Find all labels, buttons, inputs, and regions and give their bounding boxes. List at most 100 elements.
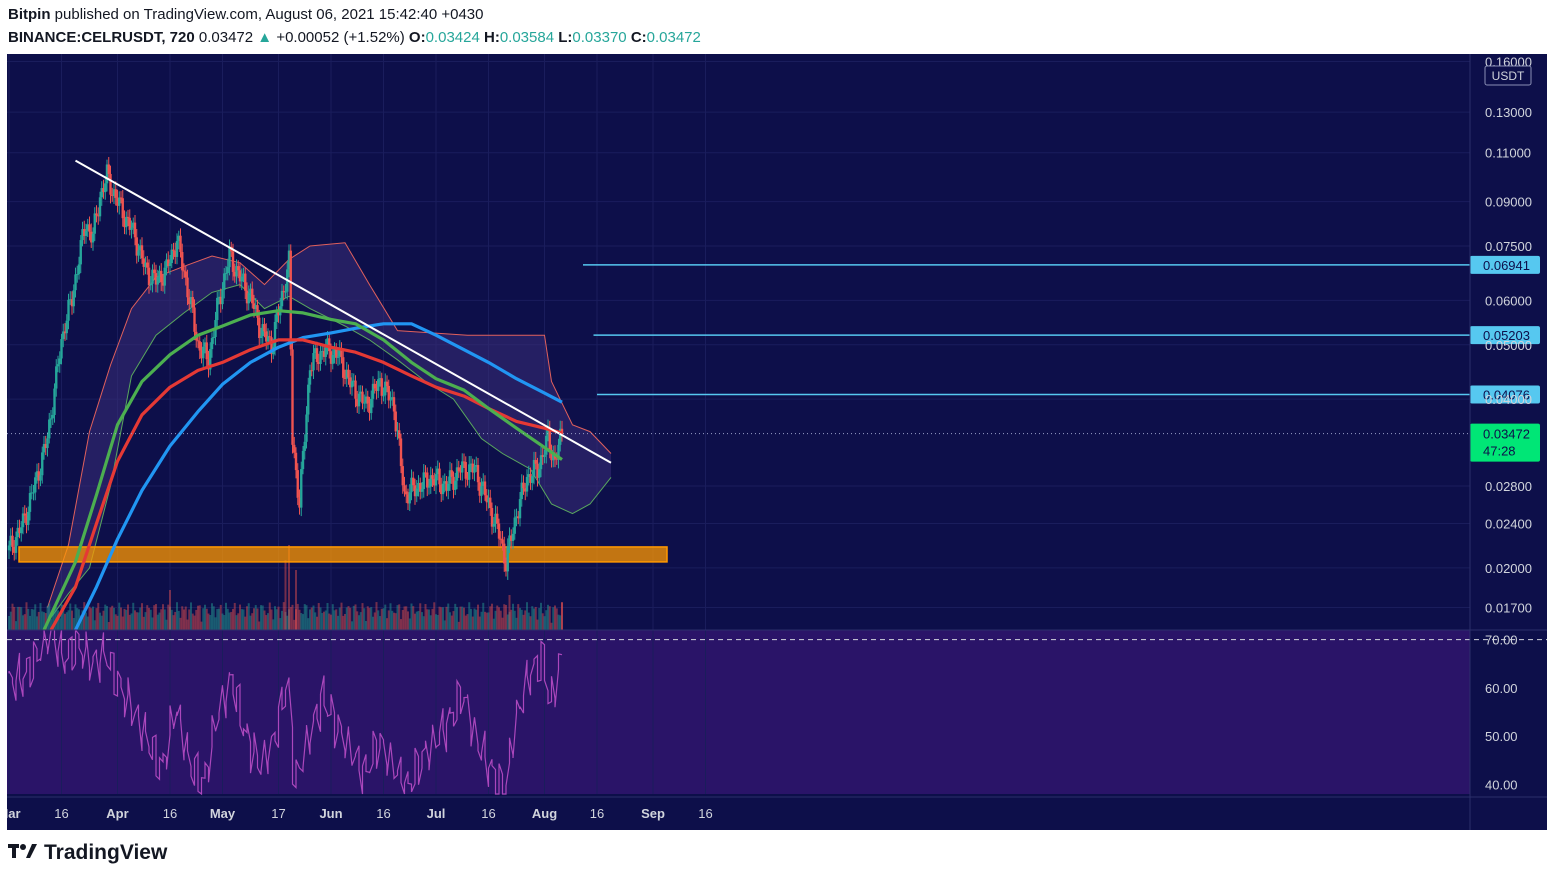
candle-body [322, 351, 326, 357]
publish-text: published on TradingView.com, August 06,… [54, 6, 484, 23]
candle-body [42, 444, 46, 453]
tradingview-brand[interactable]: TradingView [8, 841, 167, 865]
volume-bar [330, 614, 332, 630]
candle-body [49, 418, 53, 420]
candle-body [289, 250, 292, 350]
volume-bar [267, 613, 269, 630]
volume-bar [519, 607, 521, 630]
volume-bar [221, 613, 224, 630]
volume-bar [324, 610, 327, 630]
candle-body [471, 463, 474, 473]
volume-bar [36, 616, 38, 630]
candle-body [149, 283, 152, 286]
volume-bar [139, 607, 142, 630]
volume-bar [513, 610, 516, 630]
volume-bar [456, 607, 458, 630]
volume-bar [475, 609, 478, 630]
volume-bar [431, 608, 434, 630]
candle-body [105, 164, 109, 184]
candle-body [216, 297, 219, 321]
currency-label: USDT [1492, 69, 1525, 83]
volume-bar [345, 607, 348, 630]
candle-body [371, 383, 375, 399]
publisher-name[interactable]: Bitpin [8, 6, 51, 23]
candle-body [422, 472, 425, 490]
candle-body [21, 513, 25, 528]
volume-bar [207, 613, 210, 630]
last-price: 0.03472 [198, 29, 254, 46]
volume-bar [508, 611, 511, 630]
candle-body [261, 324, 264, 337]
volume-bar [316, 616, 318, 630]
candle-body [202, 346, 205, 359]
volume-bar [20, 607, 23, 630]
volume-bar [482, 602, 485, 630]
candle-body [107, 164, 110, 174]
candle-body [114, 189, 117, 198]
volume-bar [319, 607, 322, 630]
candle-body [522, 482, 525, 489]
volume-bar [200, 621, 203, 630]
ema-blue-line [74, 322, 563, 631]
volume-spike-bar [169, 590, 171, 630]
candle-body [130, 227, 133, 230]
currency-badge [1484, 65, 1532, 86]
candle-body [240, 276, 243, 282]
volume-bar [53, 605, 56, 630]
volume-bar [557, 614, 560, 630]
candle-body [476, 465, 480, 483]
volume-bar [480, 611, 483, 630]
volume-bar [111, 605, 114, 630]
candle-body [373, 383, 376, 389]
candle-body [499, 538, 502, 540]
tradingview-logo-icon [8, 841, 38, 865]
candle-body [497, 523, 501, 539]
candle-body [53, 388, 56, 415]
candle-body [312, 353, 315, 371]
volume-bar [120, 607, 122, 630]
volume-bar [492, 618, 495, 630]
volume-bar [81, 610, 84, 630]
volume-bar [72, 617, 75, 630]
candle-body [399, 438, 403, 467]
price-chart[interactable]: 0.06941 0.05203 0.04076 0.03472 47:28 70.00 6… [7, 54, 1547, 830]
candle-body [545, 435, 548, 455]
candle-body [543, 454, 546, 457]
volume-bar [471, 616, 474, 630]
candle-body [321, 351, 324, 353]
volume-bar [74, 604, 77, 630]
candle-body [198, 341, 201, 351]
candle-body [207, 359, 210, 370]
volume-bar [37, 611, 40, 630]
candle-body [494, 513, 497, 524]
candle-body [457, 467, 460, 472]
volume-bar [517, 604, 520, 630]
candle-body [142, 258, 145, 267]
volume-bar [106, 606, 108, 630]
volume-bar [46, 606, 49, 630]
volume-bar [130, 613, 133, 630]
candle-body [72, 290, 75, 307]
candle-body [20, 527, 23, 534]
volume-bar [275, 609, 278, 630]
candle-body [305, 414, 308, 442]
volume-bar [15, 621, 17, 630]
candle-body [445, 481, 448, 491]
volume-bar [104, 604, 107, 630]
volume-bar [86, 616, 89, 630]
candle-body [361, 391, 364, 404]
low-value: 0.03370 [572, 29, 627, 46]
candle-body [387, 385, 390, 401]
volume-bar [205, 608, 208, 630]
volume-bar [202, 608, 205, 630]
price-tick-label: 0.02800 [1485, 479, 1532, 494]
volume-bar [548, 606, 551, 630]
candle-body [116, 197, 119, 206]
volume-spike-bar [288, 545, 290, 630]
price-tick-label: 0.02400 [1485, 517, 1532, 532]
volume-bar [100, 615, 103, 630]
volume-bar [216, 609, 219, 630]
volume-bar [352, 605, 355, 630]
candle-body [90, 231, 93, 243]
volume-bar [151, 617, 154, 630]
